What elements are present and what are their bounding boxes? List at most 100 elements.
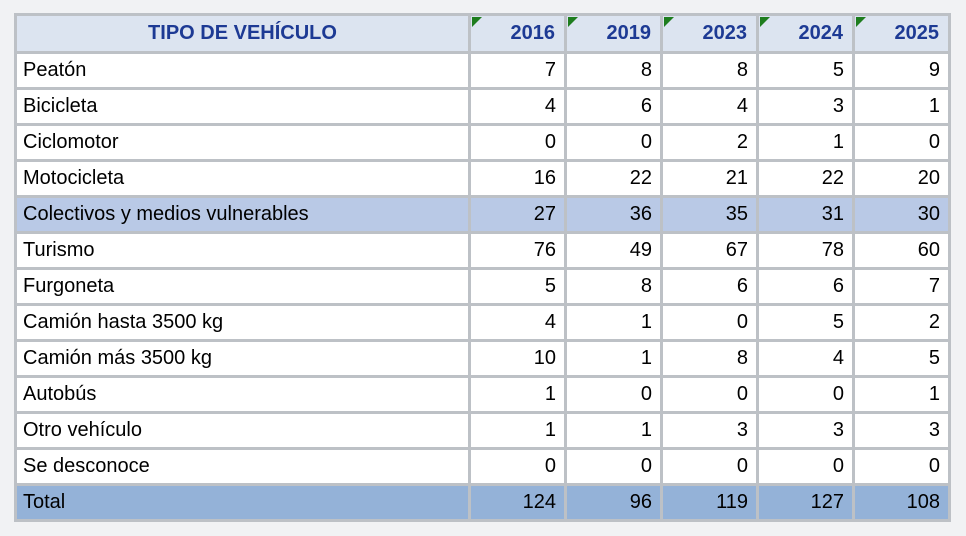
- vehicle-type-cell[interactable]: Peatón: [14, 51, 471, 90]
- value-cell[interactable]: 96: [564, 483, 663, 522]
- value-cell[interactable]: 8: [660, 339, 759, 378]
- value-cell[interactable]: 78: [756, 231, 855, 270]
- value-cell[interactable]: 0: [660, 375, 759, 414]
- value-cell[interactable]: 35: [660, 195, 759, 234]
- year-header-label: 2023: [702, 22, 748, 44]
- value-cell[interactable]: 124: [468, 483, 567, 522]
- value-cell[interactable]: 1: [564, 303, 663, 342]
- value-cell[interactable]: 5: [852, 339, 951, 378]
- value-cell[interactable]: 1: [756, 123, 855, 162]
- vehicle-type-table: TIPO DE VEHÍCULO 2016 2019 2023 2024: [14, 13, 951, 522]
- value-cell[interactable]: 7: [468, 51, 567, 90]
- table-row: Autobús 1 0 0 0 1: [14, 375, 951, 414]
- year-header-label: 2024: [798, 22, 844, 44]
- vehicle-type-header-cell[interactable]: TIPO DE VEHÍCULO: [14, 13, 471, 54]
- value-cell[interactable]: 0: [756, 375, 855, 414]
- value-cell[interactable]: 5: [756, 303, 855, 342]
- value-cell[interactable]: 60: [852, 231, 951, 270]
- table-row: Total 124 96 119 127 108: [14, 483, 951, 522]
- comment-marker-icon: [568, 17, 578, 27]
- value-cell[interactable]: 1: [468, 375, 567, 414]
- value-cell[interactable]: 76: [468, 231, 567, 270]
- value-cell[interactable]: 1: [564, 411, 663, 450]
- comment-marker-icon: [856, 17, 866, 27]
- year-header-cell[interactable]: 2016: [468, 13, 567, 54]
- value-cell[interactable]: 0: [564, 375, 663, 414]
- vehicle-type-cell[interactable]: Motocicleta: [14, 159, 471, 198]
- value-cell[interactable]: 4: [660, 87, 759, 126]
- vehicle-type-cell[interactable]: Furgoneta: [14, 267, 471, 306]
- value-cell[interactable]: 30: [852, 195, 951, 234]
- table-row: Turismo 76 49 67 78 60: [14, 231, 951, 270]
- value-cell[interactable]: 8: [564, 51, 663, 90]
- value-cell[interactable]: 9: [852, 51, 951, 90]
- value-cell[interactable]: 0: [852, 123, 951, 162]
- value-cell[interactable]: 127: [756, 483, 855, 522]
- table-row: Peatón 7 8 8 5 9: [14, 51, 951, 90]
- value-cell[interactable]: 6: [660, 267, 759, 306]
- year-header-cell[interactable]: 2024: [756, 13, 855, 54]
- table-row: Otro vehículo 1 1 3 3 3: [14, 411, 951, 450]
- value-cell[interactable]: 0: [660, 303, 759, 342]
- value-cell[interactable]: 6: [756, 267, 855, 306]
- value-cell[interactable]: 108: [852, 483, 951, 522]
- year-header-cell[interactable]: 2023: [660, 13, 759, 54]
- value-cell[interactable]: 3: [852, 411, 951, 450]
- header-row: TIPO DE VEHÍCULO 2016 2019 2023 2024: [14, 13, 951, 54]
- value-cell[interactable]: 7: [852, 267, 951, 306]
- value-cell[interactable]: 119: [660, 483, 759, 522]
- value-cell[interactable]: 2: [660, 123, 759, 162]
- value-cell[interactable]: 0: [468, 123, 567, 162]
- value-cell[interactable]: 1: [468, 411, 567, 450]
- value-cell[interactable]: 2: [852, 303, 951, 342]
- value-cell[interactable]: 1: [852, 87, 951, 126]
- value-cell[interactable]: 21: [660, 159, 759, 198]
- value-cell[interactable]: 10: [468, 339, 567, 378]
- value-cell[interactable]: 1: [852, 375, 951, 414]
- value-cell[interactable]: 49: [564, 231, 663, 270]
- value-cell[interactable]: 5: [468, 267, 567, 306]
- value-cell[interactable]: 16: [468, 159, 567, 198]
- year-header-cell[interactable]: 2019: [564, 13, 663, 54]
- vehicle-type-cell[interactable]: Total: [14, 483, 471, 522]
- value-cell[interactable]: 8: [564, 267, 663, 306]
- vehicle-type-cell[interactable]: Bicicleta: [14, 87, 471, 126]
- value-cell[interactable]: 0: [564, 123, 663, 162]
- value-cell[interactable]: 31: [756, 195, 855, 234]
- value-cell[interactable]: 4: [468, 87, 567, 126]
- value-cell[interactable]: 3: [756, 411, 855, 450]
- value-cell[interactable]: 8: [660, 51, 759, 90]
- value-cell[interactable]: 4: [468, 303, 567, 342]
- vehicle-type-cell[interactable]: Ciclomotor: [14, 123, 471, 162]
- value-cell[interactable]: 0: [756, 447, 855, 486]
- value-cell[interactable]: 27: [468, 195, 567, 234]
- table-row: Motocicleta 16 22 21 22 20: [14, 159, 951, 198]
- table-body: Peatón 7 8 8 5 9 Bicicleta 4 6 4 3 1 Ciclomotor 0 0 2 1 0…: [14, 51, 951, 522]
- vehicle-type-cell[interactable]: Camión hasta 3500 kg: [14, 303, 471, 342]
- year-header-label: 2025: [894, 22, 940, 44]
- value-cell[interactable]: 67: [660, 231, 759, 270]
- value-cell[interactable]: 4: [756, 339, 855, 378]
- vehicle-type-cell[interactable]: Otro vehículo: [14, 411, 471, 450]
- value-cell[interactable]: 36: [564, 195, 663, 234]
- value-cell[interactable]: 0: [564, 447, 663, 486]
- value-cell[interactable]: 0: [852, 447, 951, 486]
- value-cell[interactable]: 22: [756, 159, 855, 198]
- value-cell[interactable]: 3: [660, 411, 759, 450]
- vehicle-type-cell[interactable]: Camión más 3500 kg: [14, 339, 471, 378]
- value-cell[interactable]: 0: [468, 447, 567, 486]
- table-row: Camión hasta 3500 kg 4 1 0 5 2: [14, 303, 951, 342]
- value-cell[interactable]: 1: [564, 339, 663, 378]
- value-cell[interactable]: 6: [564, 87, 663, 126]
- year-header-cell[interactable]: 2025: [852, 13, 951, 54]
- value-cell[interactable]: 20: [852, 159, 951, 198]
- value-cell[interactable]: 0: [660, 447, 759, 486]
- value-cell[interactable]: 22: [564, 159, 663, 198]
- value-cell[interactable]: 5: [756, 51, 855, 90]
- comment-marker-icon: [664, 17, 674, 27]
- value-cell[interactable]: 3: [756, 87, 855, 126]
- vehicle-type-cell[interactable]: Colectivos y medios vulnerables: [14, 195, 471, 234]
- vehicle-type-cell[interactable]: Turismo: [14, 231, 471, 270]
- vehicle-type-cell[interactable]: Autobús: [14, 375, 471, 414]
- vehicle-type-cell[interactable]: Se desconoce: [14, 447, 471, 486]
